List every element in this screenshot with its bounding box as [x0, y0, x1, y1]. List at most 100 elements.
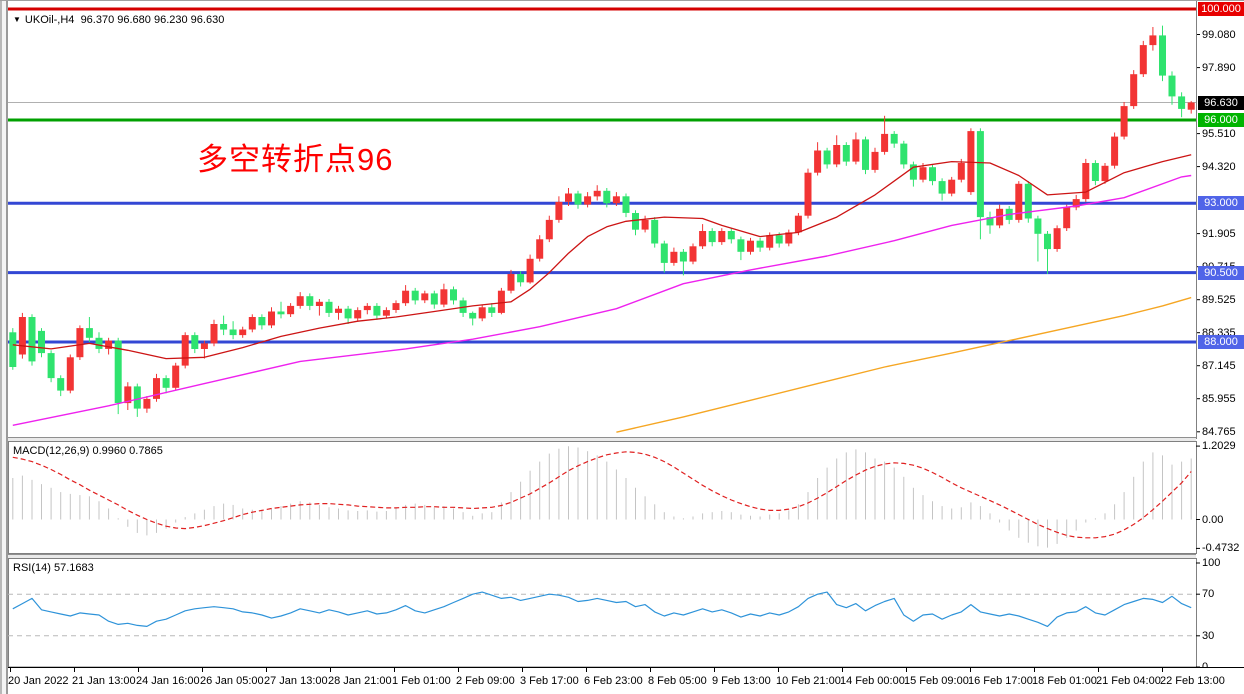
time-axis-label: 15 Feb 09:00	[904, 675, 969, 687]
time-axis-label: 6 Feb 23:00	[584, 675, 643, 687]
rsi-chart-canvas[interactable]	[0, 558, 1244, 668]
time-axis-label: 16 Feb 17:00	[968, 675, 1033, 687]
candle	[632, 210, 639, 236]
candle	[794, 213, 802, 236]
candle	[526, 254, 534, 284]
time-axis-label: 20 Jan 2022	[8, 675, 69, 687]
time-axis-label: 27 Jan 13:00	[264, 675, 328, 687]
candle	[268, 307, 275, 329]
rsi-line	[12, 591, 1192, 628]
candle	[114, 337, 122, 415]
price-badge-90500: 90.500	[1198, 265, 1244, 280]
candle	[1091, 160, 1099, 186]
candle	[133, 383, 141, 417]
candle	[95, 332, 103, 354]
candle	[325, 299, 333, 317]
candle	[948, 176, 956, 197]
candle	[823, 147, 831, 169]
candle	[651, 217, 659, 248]
macd-chart-canvas[interactable]	[0, 441, 1244, 554]
time-axis-tick	[1034, 668, 1035, 672]
candle	[909, 161, 917, 187]
candle	[181, 332, 189, 369]
candle	[1130, 70, 1138, 109]
candle	[38, 328, 45, 358]
candle	[296, 292, 304, 309]
price-chart-canvas[interactable]	[0, 1, 1244, 439]
price-axis-label: 94.320	[1202, 160, 1236, 173]
price-badge-100000: 100.000	[1198, 2, 1244, 16]
time-axis-tick	[842, 668, 843, 672]
candle	[85, 317, 93, 342]
candle	[660, 240, 668, 273]
candle	[124, 382, 132, 410]
candle	[200, 340, 208, 359]
candle	[478, 304, 486, 322]
macd-axis-label: 0.00	[1202, 513, 1224, 526]
candle	[862, 136, 869, 175]
candle	[852, 132, 860, 165]
candle	[382, 307, 390, 319]
candle	[593, 185, 601, 201]
candle	[804, 168, 812, 219]
candle	[536, 235, 544, 262]
time-axis-label: 22 Feb 13:00	[1160, 675, 1225, 687]
candle	[57, 375, 65, 397]
candle	[1015, 181, 1023, 223]
time-axis-label: 10 Feb 21:00	[776, 675, 841, 687]
price-badge-96630: 96.630	[1198, 95, 1244, 110]
candle	[450, 286, 457, 305]
candle	[890, 131, 898, 148]
candle	[1111, 132, 1119, 169]
candle	[679, 249, 687, 276]
candle	[957, 158, 965, 183]
time-axis-tick	[330, 668, 331, 672]
candle	[1024, 181, 1032, 223]
candle	[76, 325, 84, 360]
candle	[411, 287, 419, 305]
time-axis-label: 2 Feb 09:00	[456, 675, 515, 687]
candle	[1187, 101, 1195, 114]
candle	[1044, 231, 1051, 274]
candle	[1149, 27, 1157, 51]
macd-panel-border	[8, 441, 1197, 554]
time-axis-tick	[778, 668, 779, 672]
price-axis-label: 95.510	[1202, 127, 1236, 140]
time-axis-tick	[202, 668, 203, 672]
candle	[28, 314, 36, 366]
candle	[622, 193, 630, 218]
symbol-dropdown-icon[interactable]: ▼	[13, 15, 21, 24]
candle	[402, 285, 410, 306]
symbol-ohlc: 96.370 96.680 96.230 96.630	[80, 14, 225, 26]
candle	[708, 228, 716, 247]
candle	[641, 215, 649, 233]
time-axis-tick	[394, 668, 395, 672]
time-axis-tick	[1098, 668, 1099, 672]
candle	[612, 192, 620, 206]
annotation-text: 多空转折点96	[197, 142, 394, 177]
ma-mid-line	[12, 174, 1192, 426]
time-axis-tick	[10, 668, 11, 672]
symbol-name: UKOil-,H4	[24, 14, 75, 26]
candle	[162, 375, 170, 394]
price-axis-label: 97.890	[1202, 61, 1236, 74]
candle	[306, 293, 314, 311]
rsi-axis-label: 100	[1202, 557, 1221, 569]
price-badge-88000: 88.000	[1198, 335, 1244, 349]
candle	[900, 140, 908, 169]
candle	[1034, 215, 1042, 262]
time-axis[interactable]: 20 Jan 2022 21 Jan 13:00 24 Jan 16:00 26 Ja…	[0, 667, 1244, 694]
candle	[699, 224, 707, 249]
time-axis-label: 9 Feb 13:00	[712, 675, 771, 687]
time-axis-tick	[74, 668, 75, 672]
candle	[737, 236, 745, 261]
price-axis-label: 84.765	[1202, 425, 1236, 438]
price-axis-label: 89.525	[1202, 293, 1236, 306]
candle	[727, 228, 735, 244]
candle	[105, 337, 113, 355]
candle	[469, 311, 477, 326]
symbol-info: ▼ UKOil-,H4 96.370 96.680 96.230 96.630	[13, 14, 224, 26]
time-axis-tick	[586, 668, 587, 672]
rsi-indicator-label: RSI(14) 57.1683	[13, 562, 94, 574]
